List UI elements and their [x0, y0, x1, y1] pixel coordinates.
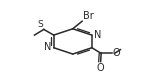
Text: N: N — [94, 30, 101, 40]
Text: O: O — [113, 48, 120, 58]
Text: N: N — [44, 42, 52, 52]
Text: S: S — [37, 20, 43, 29]
Text: O: O — [97, 63, 105, 73]
Text: Br: Br — [83, 11, 93, 21]
